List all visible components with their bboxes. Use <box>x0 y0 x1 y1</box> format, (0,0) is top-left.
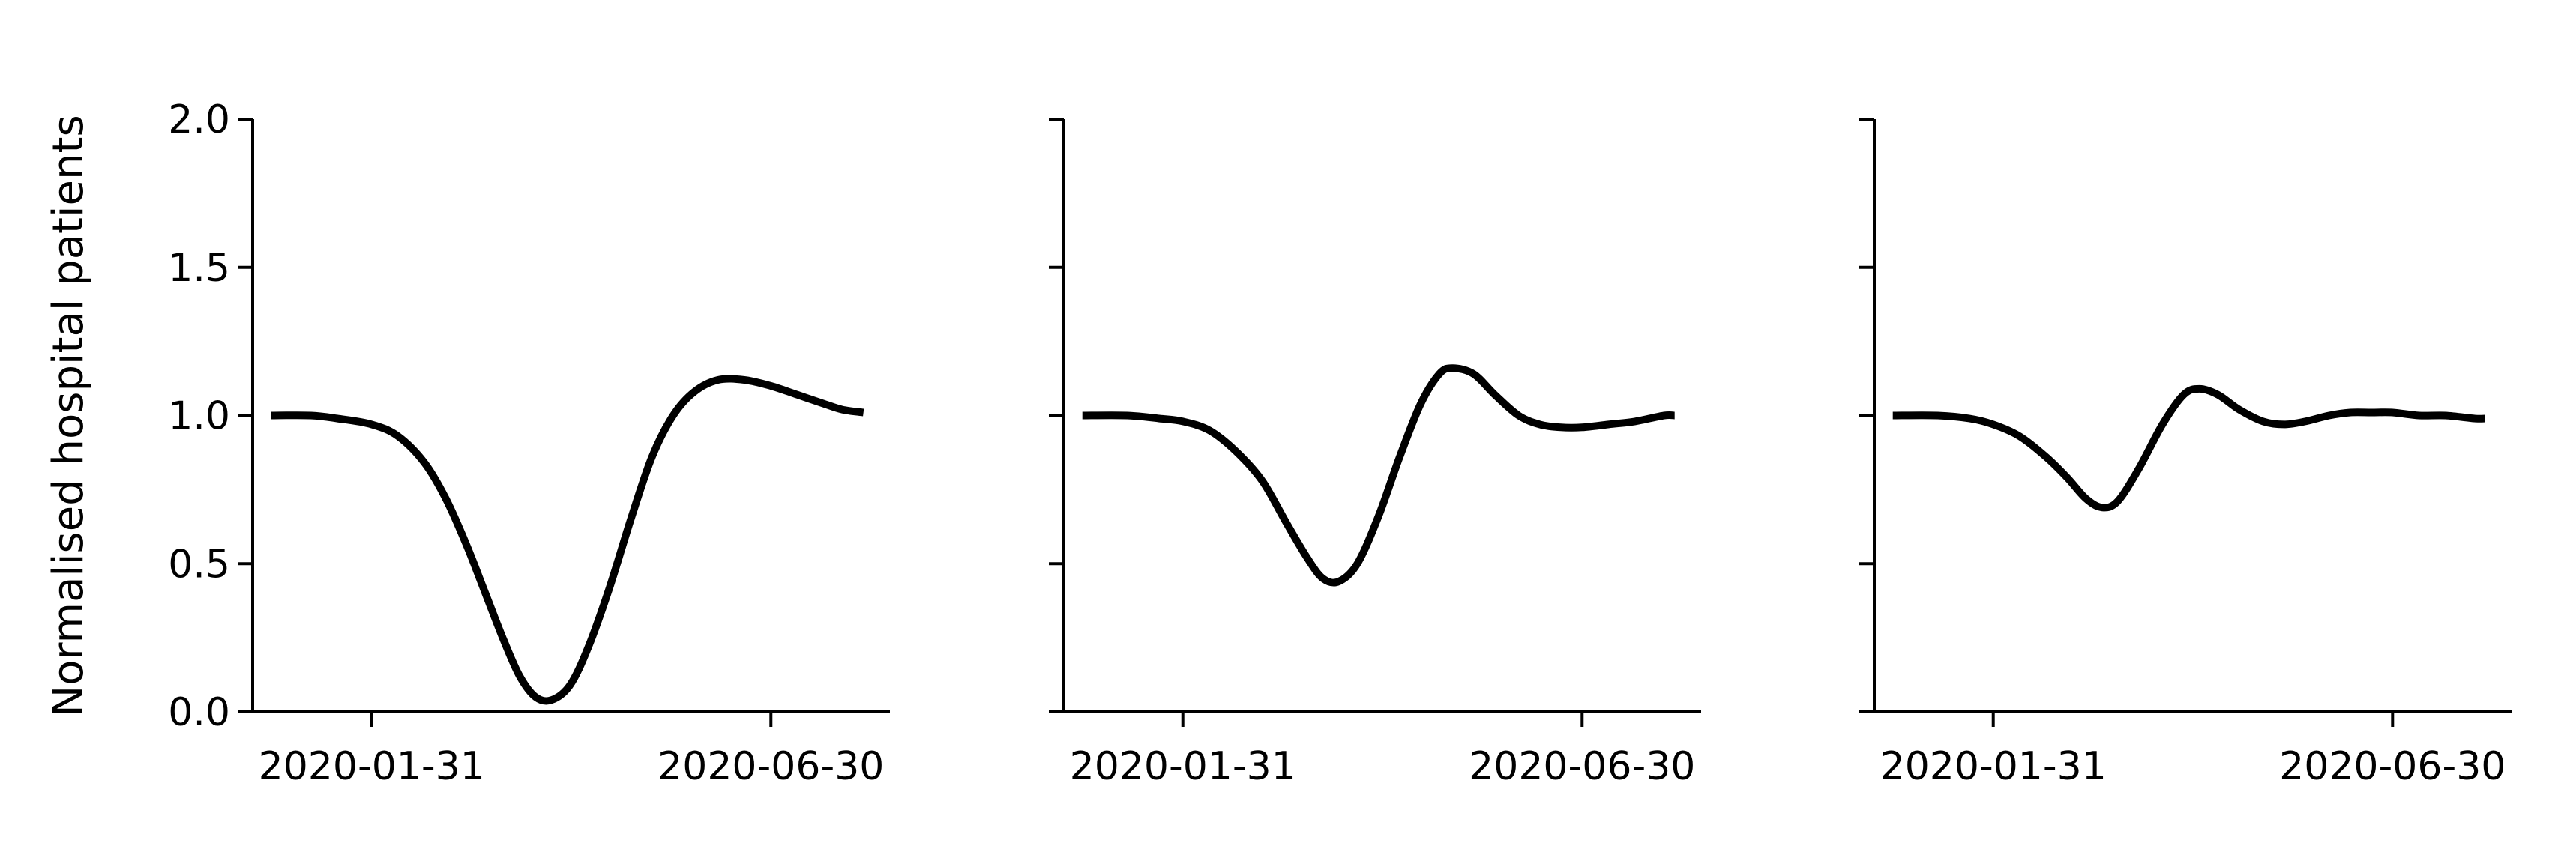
panel-3-x-tick-label: 2020-01-31 <box>1880 744 2107 789</box>
y-axis-title: Normalised hospital patients <box>44 115 93 716</box>
panel-1-x-tick-label: 2020-01-31 <box>259 744 485 789</box>
panel-1-x-tick-label: 2020-06-30 <box>657 744 884 789</box>
y-tick-label: 1.5 <box>168 246 230 291</box>
panel-3-x-tick-label: 2020-06-30 <box>2279 744 2506 789</box>
panel-2-series-line-1 <box>1082 364 1675 587</box>
panel-2-x-tick-label: 2020-01-31 <box>1070 744 1296 789</box>
panel-1-series-line-1 <box>271 375 864 705</box>
y-tick-label: 2.0 <box>168 97 230 142</box>
y-tick-label: 0.5 <box>168 542 230 587</box>
y-tick-label: 1.0 <box>168 394 230 439</box>
panel-3-series-line-1 <box>1892 384 2485 512</box>
panel-2-x-tick-label: 2020-06-30 <box>1469 744 1695 789</box>
y-tick-label: 0.0 <box>168 690 230 735</box>
